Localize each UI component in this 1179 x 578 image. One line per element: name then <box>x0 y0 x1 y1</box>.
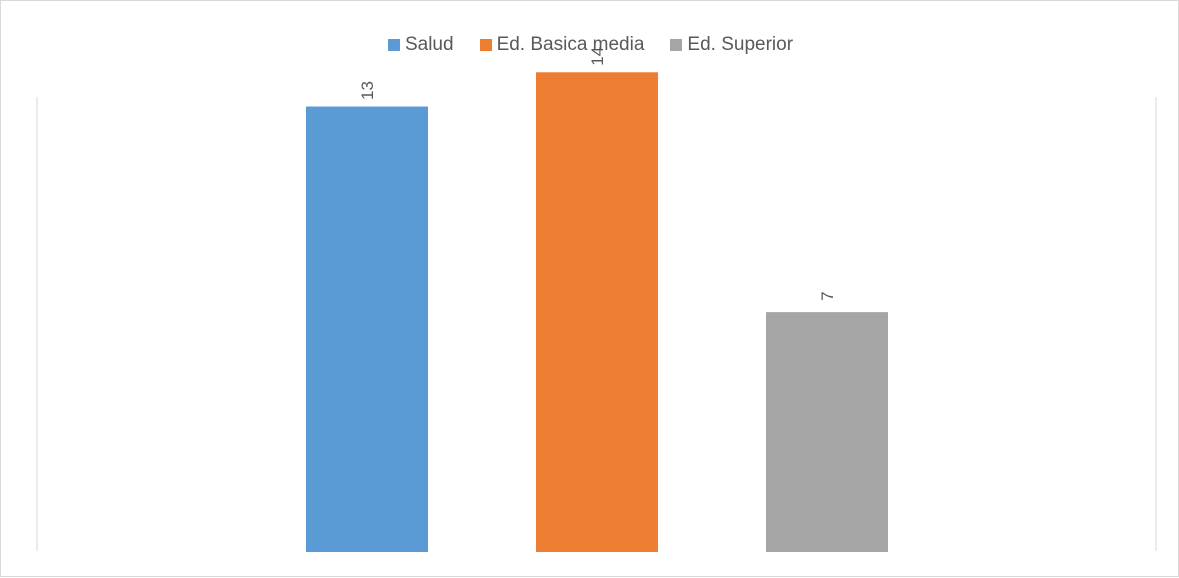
legend-swatch-ed-basica-media <box>479 39 492 51</box>
legend-item-ed-superior: Ed. Superior <box>670 34 793 56</box>
legend-label-ed-basica-media: Ed. Basica media <box>496 34 645 55</box>
data-label-salud: 13 <box>358 81 377 100</box>
bar-salud <box>306 106 428 553</box>
legend-item-ed-basica-media: Ed. Basica media <box>479 34 645 56</box>
bar-ed-superior <box>766 312 888 552</box>
legend-label-ed-superior: Ed. Superior <box>687 34 794 55</box>
data-label-ed-superior: 7 <box>818 291 837 300</box>
bar-ed-basica-media <box>536 72 658 553</box>
legend-item-salud: Salud <box>387 34 454 56</box>
legend-swatch-salud <box>387 39 400 51</box>
data-label-ed-basica-media: 14 <box>588 47 607 66</box>
legend-swatch-ed-superior <box>670 39 683 51</box>
legend-label-salud: Salud <box>404 34 454 55</box>
chart-legend: Salud Ed. Basica media Ed. Superior <box>1 32 1179 58</box>
bars-group: 13 14 7 <box>306 47 888 553</box>
